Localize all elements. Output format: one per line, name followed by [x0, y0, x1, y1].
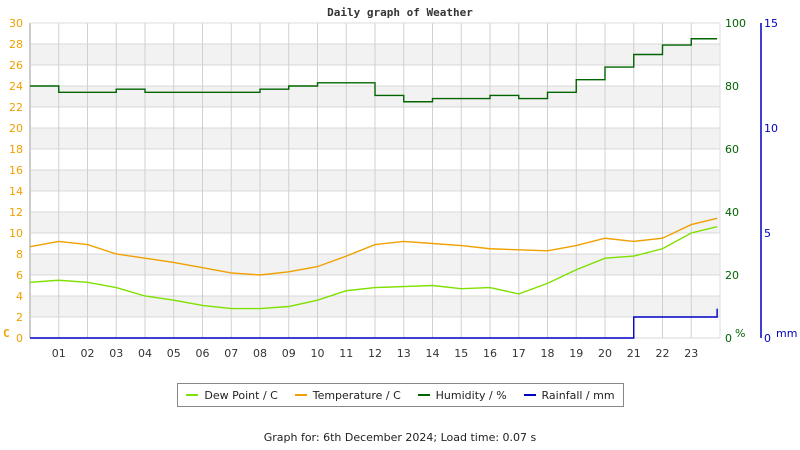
left-tick-label: 2 — [16, 311, 23, 324]
x-tick-label: 08 — [253, 347, 267, 360]
x-tick-label: 22 — [656, 347, 670, 360]
humidity-tick-label: 20 — [725, 269, 739, 282]
left-tick-label: 14 — [9, 185, 23, 198]
legend-item-temperature: Temperature / C — [294, 388, 401, 402]
x-tick-label: 21 — [627, 347, 641, 360]
left-tick-label: 20 — [9, 122, 23, 135]
left-tick-label: 12 — [9, 206, 23, 219]
x-tick-label: 07 — [224, 347, 238, 360]
x-tick-label: 16 — [483, 347, 497, 360]
x-tick-label: 11 — [339, 347, 353, 360]
x-tick-label: 19 — [569, 347, 583, 360]
x-tick-label: 05 — [167, 347, 181, 360]
x-tick-label: 02 — [81, 347, 95, 360]
x-tick-label: 06 — [196, 347, 210, 360]
x-tick-label: 04 — [138, 347, 152, 360]
chart-legend: Dew Point / C Temperature / C Humidity /… — [177, 383, 624, 407]
x-tick-label: 18 — [541, 347, 555, 360]
rainfall-tick-label: 15 — [764, 17, 778, 30]
humidity-tick-label: 40 — [725, 206, 739, 219]
x-tick-label: 17 — [512, 347, 526, 360]
left-tick-label: 16 — [9, 164, 23, 177]
left-tick-label: 0 — [16, 332, 23, 345]
x-tick-label: 20 — [598, 347, 612, 360]
x-tick-label: 12 — [368, 347, 382, 360]
legend-label: Temperature / C — [312, 388, 401, 402]
x-tick-label: 14 — [426, 347, 440, 360]
left-tick-label: 4 — [16, 290, 23, 303]
x-tick-label: 09 — [282, 347, 296, 360]
rainfall-tick-label: 0 — [764, 332, 771, 345]
left-tick-label: 10 — [9, 227, 23, 240]
left-tick-label: 28 — [9, 38, 23, 51]
rainfall-tick-label: 10 — [764, 122, 778, 135]
left-tick-label: 18 — [9, 143, 23, 156]
series-line-humidity — [30, 38, 718, 103]
humidity-axis-unit: % — [735, 327, 745, 340]
left-tick-label: 30 — [9, 17, 23, 30]
series-line-dew-point — [29, 226, 718, 310]
humidity-tick-label: 80 — [725, 80, 739, 93]
chart-title: Daily graph of Weather — [327, 6, 473, 19]
humidity-tick-label: 0 — [725, 332, 732, 345]
legend-item-rainfall: Rainfall / mm — [523, 388, 615, 402]
temperature-swatch — [294, 394, 307, 396]
series-line-rainfall — [30, 308, 718, 339]
dew-point-swatch — [186, 394, 199, 396]
legend-item-dew-point: Dew Point / C — [186, 388, 278, 402]
legend-label: Humidity / % — [435, 388, 507, 402]
left-tick-label: 24 — [9, 80, 23, 93]
legend-label: Dew Point / C — [204, 388, 278, 402]
rainfall-axis-unit: mm — [776, 327, 797, 340]
rainfall-swatch — [523, 394, 536, 396]
graph-footer: Graph for: 6th December 2024; Load time:… — [263, 431, 537, 444]
humidity-swatch — [417, 394, 430, 396]
series-line-temperature — [29, 217, 718, 276]
legend-item-humidity: Humidity / % — [417, 388, 507, 402]
left-tick-label: 6 — [16, 269, 23, 282]
left-tick-label: 22 — [9, 101, 23, 114]
weather-chart: 01 02 03 04 05 06 07 08 09 10 11 12 13 14 15 16 17 18 19 20… — [3, 17, 797, 360]
legend-label: Rainfall / mm — [541, 388, 615, 402]
x-tick-label: 01 — [52, 347, 66, 360]
left-tick-label: 8 — [16, 248, 23, 261]
x-tick-label: 03 — [109, 347, 123, 360]
humidity-tick-label: 60 — [725, 143, 739, 156]
x-tick-label: 13 — [397, 347, 411, 360]
x-tick-label: 15 — [454, 347, 468, 360]
left-axis-unit: C — [3, 327, 10, 340]
x-tick-label: 23 — [684, 347, 698, 360]
left-tick-label: 26 — [9, 59, 23, 72]
humidity-tick-label: 100 — [725, 17, 746, 30]
x-tick-label: 10 — [311, 347, 325, 360]
rainfall-tick-label: 5 — [764, 227, 771, 240]
